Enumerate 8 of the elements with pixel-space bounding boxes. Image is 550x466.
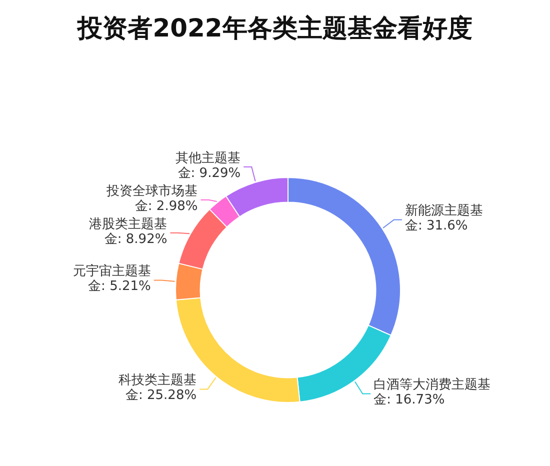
slice-label: 其他主题基金: 9.29%	[176, 150, 241, 181]
slice-label: 投资全球市场基金: 2.98%	[106, 184, 198, 214]
chart-title: 投资者2022年各类主题基金看好度	[76, 14, 472, 42]
slice-label: 新能源主题基金: 31.6%	[404, 202, 483, 234]
slice-label: 白酒等大消费主题基金: 16.73%	[374, 376, 491, 408]
slice-label: 元宇宙主题基金: 5.21%	[72, 263, 151, 294]
slice-label: 科技类主题基金: 25.28%	[118, 372, 197, 404]
slice-label: 港股类主题基金: 8.92%	[89, 216, 168, 247]
